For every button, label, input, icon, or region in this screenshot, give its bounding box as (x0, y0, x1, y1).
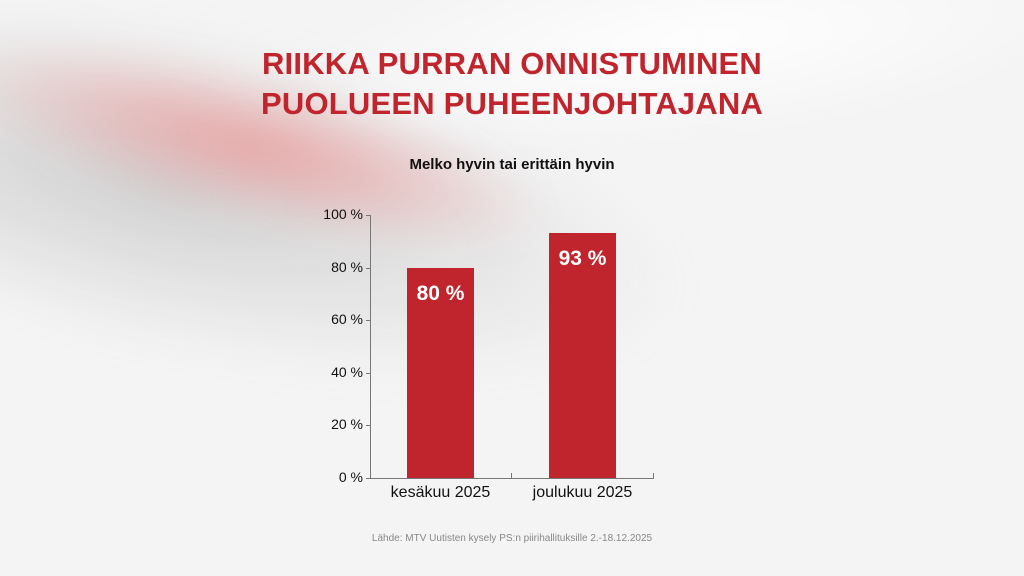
y-axis-tick (366, 425, 371, 427)
bar: 93 % (549, 233, 616, 478)
x-axis-tick (653, 473, 654, 479)
bar-value-label: 93 % (558, 247, 607, 271)
y-axis-tick-label: 40 % (331, 363, 363, 380)
y-axis (370, 215, 371, 479)
x-axis (370, 478, 654, 479)
y-axis-tick-label: 20 % (331, 416, 363, 433)
y-axis-tick (366, 267, 371, 269)
bar: 80 % (407, 267, 474, 478)
bar-value-label: 80 % (416, 281, 465, 305)
y-axis-tick (366, 372, 371, 374)
title-line-2: PUOLUEEN PUHEENJOHTAJANA (260, 86, 763, 121)
x-axis-category-label: kesäkuu 2025 (390, 484, 491, 501)
y-axis-tick-label: 100 % (323, 206, 363, 222)
y-axis-tick (366, 478, 371, 479)
source-note: Lähde: MTV Uutisten kysely PS:n piirihal… (371, 533, 653, 544)
x-axis-category-label: joulukuu 2025 (532, 484, 633, 501)
y-axis-tick (366, 215, 371, 216)
y-axis-tick (366, 320, 371, 322)
x-axis-tick (511, 473, 512, 479)
chart-subtitle: Melko hyvin tai erittäin hyvin (409, 156, 615, 173)
chart-title: RIIKKA PURRAN ONNISTUMINEN PUOLUEEN PUHE… (0, 44, 1024, 124)
title-line-1: RIIKKA PURRAN ONNISTUMINEN (261, 46, 763, 81)
y-axis-tick-label: 80 % (331, 258, 363, 275)
y-axis-tick-label: 60 % (331, 311, 363, 328)
y-axis-tick-label: 0 % (338, 469, 363, 485)
